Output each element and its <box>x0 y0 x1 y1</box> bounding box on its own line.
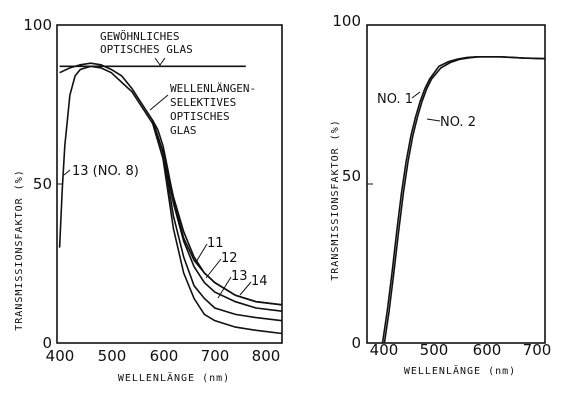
left-series-12 <box>151 120 283 322</box>
left-xtick-500: 500 <box>98 347 127 365</box>
left-xtick-400: 400 <box>46 347 75 365</box>
left-ann-selective-line3: OPTISCHES <box>170 110 230 123</box>
left-ann-ordinary-leader <box>154 57 166 66</box>
left-xtick-600: 600 <box>150 347 179 365</box>
right-ytick-0: 0 <box>351 334 361 352</box>
left-ann-11-leader <box>195 243 208 263</box>
left-chart: 0 50 100 400 500 600 700 800 WELLENLÄNGE… <box>14 16 283 384</box>
right-ytick-100: 100 <box>332 12 361 30</box>
right-ylabel: TRANSMISSIONSFAKTOR (%) <box>330 119 341 280</box>
left-ytick-100: 100 <box>23 16 52 34</box>
left-ann-13-leader <box>217 276 232 299</box>
left-curves <box>58 62 283 335</box>
left-ann-ordinary-line1: GEWÖHNLICHES <box>100 30 179 43</box>
right-ann-no1-leader <box>411 91 421 99</box>
left-ann-13-no8-leader <box>63 169 71 176</box>
left-ann-selective-leader <box>149 94 169 111</box>
right-xtick-400: 400 <box>370 341 399 359</box>
right-xtick-600: 600 <box>473 341 502 359</box>
right-xtick-500: 500 <box>420 341 449 359</box>
right-curves <box>381 55 546 344</box>
left-ylabel: TRANSMISSIONSFAKTOR (%) <box>14 169 25 330</box>
left-ann-13: 13 <box>231 269 248 284</box>
left-xlabel: WELLENLÄNGE (nm) <box>118 371 230 384</box>
left-xtick-700: 700 <box>201 347 230 365</box>
left-ann-14-leader <box>239 281 252 296</box>
left-ann-12: 12 <box>221 251 238 266</box>
left-series-14 <box>162 148 283 306</box>
right-xlabel: WELLENLÄNGE (nm) <box>404 364 516 377</box>
left-xtick-800: 800 <box>252 347 281 365</box>
right-chart: 0 50 100 400 500 600 700 WELLENLÄNGE (nm… <box>330 12 551 377</box>
right-ann-no1: NO. 1 <box>377 92 413 107</box>
left-ann-ordinary-line2: OPTISCHES GLAS <box>100 43 193 56</box>
left-ann-selective-line1: WELLENLÄNGEN- <box>170 82 256 95</box>
left-series-13-no-8 <box>58 65 283 335</box>
left-ann-13-no8: 13 (NO. 8) <box>72 164 139 179</box>
left-ann-selective-line2: SELEKTIVES <box>170 96 236 109</box>
right-ann-no2: NO. 2 <box>440 115 476 130</box>
right-ytick-50: 50 <box>342 167 361 185</box>
left-ann-14: 14 <box>251 274 268 289</box>
left-ann-selective-line4: GLAS <box>170 124 197 137</box>
left-ytick-50: 50 <box>33 175 52 193</box>
right-ann-no2-leader <box>426 118 441 122</box>
right-plot-frame <box>366 24 546 344</box>
left-ann-11: 11 <box>207 236 224 251</box>
left-ytick-0: 0 <box>42 334 52 352</box>
right-series-no-2 <box>383 55 546 344</box>
left-series-11 <box>151 120 283 312</box>
right-xtick-700: 700 <box>523 341 552 359</box>
left-ann-12-leader <box>205 258 222 279</box>
